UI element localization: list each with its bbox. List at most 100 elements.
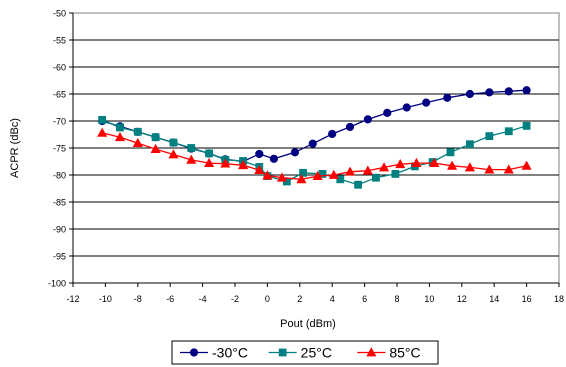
legend-label: 85°C <box>389 345 420 361</box>
data-point <box>116 123 124 132</box>
data-point <box>187 144 196 152</box>
y-tick-label: -75 <box>53 144 66 154</box>
data-point <box>114 131 126 142</box>
data-point <box>484 164 495 174</box>
x-axis-label: Pout (dBm) <box>280 318 336 330</box>
data-point <box>98 116 107 124</box>
data-point <box>132 137 143 148</box>
x-tick-label: -6 <box>166 294 174 304</box>
data-point <box>336 175 345 184</box>
data-point <box>485 132 494 141</box>
axes: -100-95-90-85-80-75-70-65-60-55-50-12 -10… <box>48 9 564 305</box>
data-point <box>344 166 356 176</box>
y-axis-label: ACPR (dBc) <box>9 118 21 178</box>
data-point <box>383 108 392 118</box>
x-tick-label: -12 <box>66 294 79 304</box>
data-point <box>378 162 390 172</box>
data-point <box>521 160 532 170</box>
y-tick-label: -55 <box>53 36 66 46</box>
data-point <box>262 170 273 180</box>
data-point <box>186 154 197 164</box>
x-tick-label: 12 <box>457 294 467 304</box>
data-point <box>296 174 307 184</box>
data-point <box>254 164 265 175</box>
x-tick-label: 2 <box>297 294 302 304</box>
data-point <box>402 103 411 112</box>
gridlines <box>73 39 559 257</box>
y-tick-label: -95 <box>53 252 66 262</box>
data-point <box>345 122 355 132</box>
x-tick-label: 4 <box>330 294 335 304</box>
data-point <box>466 140 474 149</box>
data-point <box>151 133 160 142</box>
legend-marker <box>278 348 287 357</box>
data-point <box>363 115 372 124</box>
legend-box <box>171 340 439 365</box>
data-point <box>395 158 406 169</box>
x-tick-label: -4 <box>199 294 207 304</box>
data-point <box>522 86 531 95</box>
data-point <box>255 149 264 159</box>
data-point <box>290 148 300 157</box>
data-point <box>150 143 161 153</box>
legend-marker <box>189 348 199 357</box>
data-point <box>372 173 380 182</box>
data-point <box>391 170 400 178</box>
data-point <box>308 139 317 148</box>
x-tick-label: 10 <box>424 294 434 304</box>
x-tick-label: -10 <box>99 294 112 304</box>
data-point <box>354 180 363 189</box>
data-point <box>276 172 288 182</box>
data-point <box>447 160 458 170</box>
x-tick-label: 14 <box>489 294 499 304</box>
data-point <box>312 170 323 180</box>
data-point <box>220 158 231 168</box>
y-tick-label: -65 <box>53 90 66 100</box>
data-point <box>328 129 337 139</box>
data-point <box>168 149 179 159</box>
data-point <box>169 138 178 147</box>
series-layer <box>97 86 532 189</box>
data-point <box>362 165 373 175</box>
x-tick-label: -8 <box>134 294 142 304</box>
data-point <box>205 149 213 158</box>
x-tick-label: -2 <box>231 294 239 304</box>
series-3 <box>97 127 532 184</box>
data-point <box>204 157 215 168</box>
legend-marker <box>366 347 377 357</box>
data-point <box>299 168 307 177</box>
x-tick-label: 0 <box>265 294 270 304</box>
data-point <box>443 93 452 102</box>
x-tick-label: 18 <box>554 294 564 304</box>
y-tick-label: -70 <box>53 117 66 127</box>
data-point <box>238 160 249 170</box>
data-point <box>269 154 278 163</box>
x-tick-label: 16 <box>522 294 532 304</box>
legend-label: 25°C <box>301 345 332 361</box>
y-tick-label: -90 <box>53 225 66 235</box>
x-tick-label: 6 <box>362 294 367 304</box>
y-tick-label: -60 <box>53 63 66 73</box>
data-point <box>465 89 474 99</box>
x-tick-label: 8 <box>394 294 399 304</box>
data-point <box>97 127 108 137</box>
data-point <box>504 87 513 96</box>
y-tick-label: -50 <box>53 9 66 19</box>
y-tick-label: -85 <box>53 198 66 208</box>
data-point <box>133 127 142 136</box>
data-point <box>328 169 339 179</box>
y-tick-label: -100 <box>48 279 66 289</box>
data-point <box>429 157 440 168</box>
y-tick-label: -80 <box>53 171 66 181</box>
data-point <box>411 157 422 168</box>
legend: -30°C 25°C 85°C <box>171 340 439 365</box>
data-point <box>522 121 531 130</box>
data-point <box>422 98 431 107</box>
data-point <box>504 127 513 136</box>
data-point <box>446 148 455 157</box>
data-point <box>485 88 494 97</box>
data-point <box>464 162 475 172</box>
legend-label: -30°C <box>212 345 248 361</box>
data-point <box>503 164 514 174</box>
